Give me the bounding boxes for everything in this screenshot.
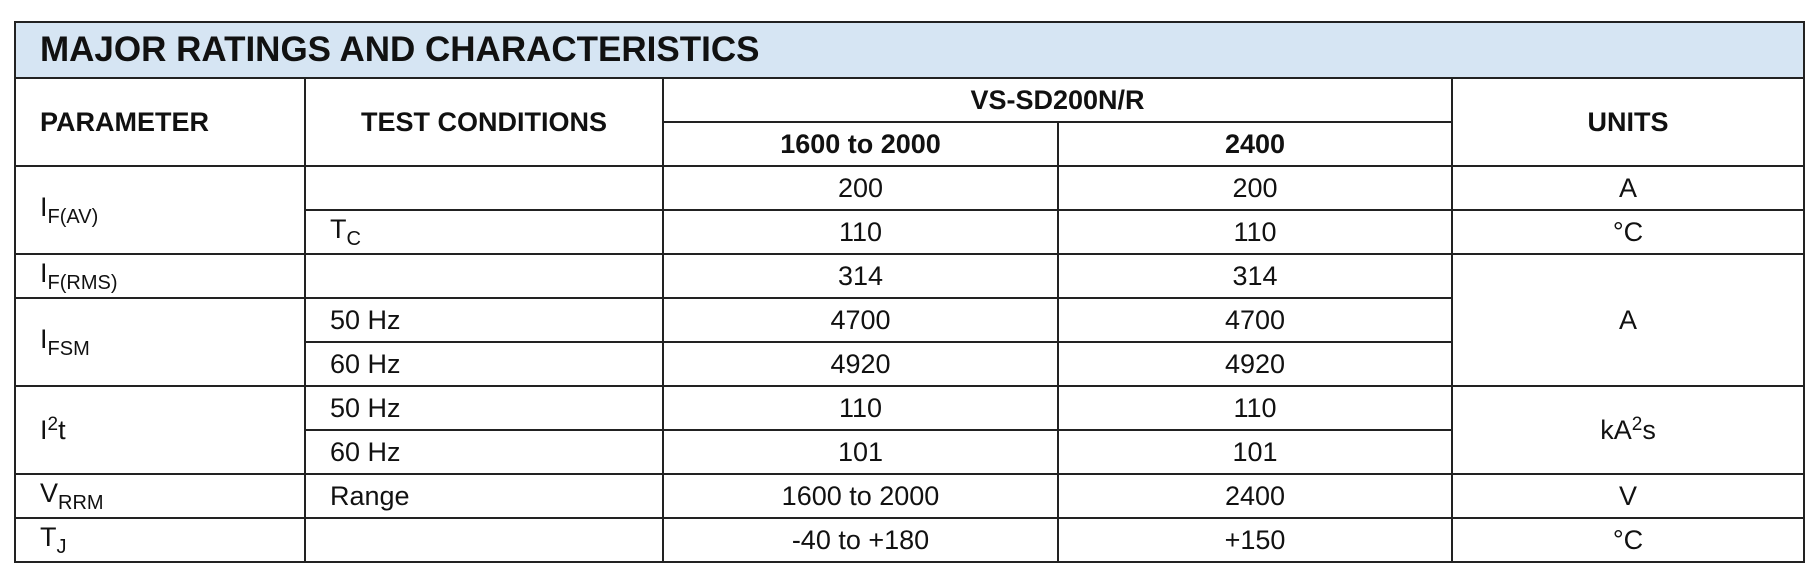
superscript: 2 xyxy=(47,414,59,435)
parameter: IFSM xyxy=(14,297,306,387)
parameter: IF(RMS) xyxy=(14,253,306,299)
row: TJ -40 to +180 +150 °C xyxy=(14,517,1806,563)
unit: °C xyxy=(1450,209,1806,255)
header: UNITS xyxy=(1450,77,1806,167)
symbol: T xyxy=(330,213,347,244)
condition xyxy=(304,253,664,299)
subscript: RRM xyxy=(58,491,104,514)
row: IF(AV) 200 200 A xyxy=(14,165,1806,255)
unit: V xyxy=(1450,473,1806,519)
value: 101 xyxy=(662,429,1059,475)
header-row: 1600 to 2000 2400 xyxy=(15,121,1804,167)
ratings-table: MAJOR RATINGS AND CHARACTERISTICS PARAME… xyxy=(13,21,1806,563)
row: I2t 50 Hz 110 110 kA2s xyxy=(14,385,1806,475)
value: 2400 xyxy=(1057,473,1453,519)
value: 110 xyxy=(662,209,1059,255)
parameter: IF(AV) xyxy=(14,165,306,255)
row: IFSM 50 Hz 4700 4700 xyxy=(14,297,1804,387)
value: 314 xyxy=(1057,253,1453,299)
parameter: I2t xyxy=(14,385,306,475)
value: 200 xyxy=(1057,165,1453,211)
condition xyxy=(304,517,664,563)
title-row: MAJOR RATINGS AND CHARACTERISTICS xyxy=(13,21,1806,79)
condition: 50 Hz xyxy=(304,297,664,343)
header-row: PARAMETER TEST CONDITIONS VS-SD200N/R UN… xyxy=(14,77,1806,167)
symbol: V xyxy=(40,477,59,508)
header: PARAMETER xyxy=(14,77,306,167)
value: 110 xyxy=(1057,385,1453,431)
subscript: F(RMS) xyxy=(47,271,118,294)
value: -40 to +180 xyxy=(662,517,1059,563)
header: VS-SD200N/R xyxy=(662,77,1453,123)
subscript: J xyxy=(56,535,67,558)
symbol: I xyxy=(40,323,48,354)
value: 4700 xyxy=(662,297,1059,343)
value: 110 xyxy=(1057,209,1453,255)
table-title: MAJOR RATINGS AND CHARACTERISTICS xyxy=(13,21,1806,79)
row: VRRM Range 1600 to 2000 2400 V xyxy=(14,473,1806,519)
symbol: T xyxy=(40,521,57,552)
condition: 50 Hz xyxy=(304,385,664,431)
symbol: I xyxy=(40,191,48,222)
value: 1600 to 2000 xyxy=(662,473,1059,519)
unit: A xyxy=(1450,165,1806,211)
symbol: I xyxy=(40,257,48,288)
value: 4920 xyxy=(1057,341,1453,387)
row: 60 Hz 4920 4920 xyxy=(15,341,1804,387)
header: 2400 xyxy=(1057,121,1453,167)
parameter: VRRM xyxy=(14,473,306,519)
row: TC 110 110 °C xyxy=(15,209,1806,255)
condition: TC xyxy=(304,209,664,255)
row: 60 Hz 101 101 xyxy=(15,429,1804,475)
suffix: t xyxy=(58,415,66,445)
value: +150 xyxy=(1057,517,1453,563)
value: 101 xyxy=(1057,429,1453,475)
value: 4920 xyxy=(662,341,1059,387)
header: TEST CONDITIONS xyxy=(304,77,664,167)
value: 4700 xyxy=(1057,297,1453,343)
suffix: s xyxy=(1642,415,1656,445)
subscript: F(AV) xyxy=(47,205,99,228)
unit: °C xyxy=(1450,517,1806,563)
condition xyxy=(304,165,664,211)
subscript: C xyxy=(346,227,361,250)
subscript: FSM xyxy=(47,337,90,360)
value: 200 xyxy=(662,165,1059,211)
superscript: 2 xyxy=(1631,414,1643,435)
unit: A xyxy=(1450,253,1806,387)
symbol: I xyxy=(40,415,48,445)
row: IF(RMS) 314 314 A xyxy=(14,253,1806,387)
header: 1600 to 2000 xyxy=(662,121,1059,167)
condition: Range xyxy=(304,473,664,519)
condition: 60 Hz xyxy=(304,429,664,475)
value: 110 xyxy=(662,385,1059,431)
value: 314 xyxy=(662,253,1059,299)
parameter: TJ xyxy=(14,517,306,563)
symbol: kA xyxy=(1600,415,1632,445)
condition: 60 Hz xyxy=(304,341,664,387)
unit: kA2s xyxy=(1450,385,1806,475)
